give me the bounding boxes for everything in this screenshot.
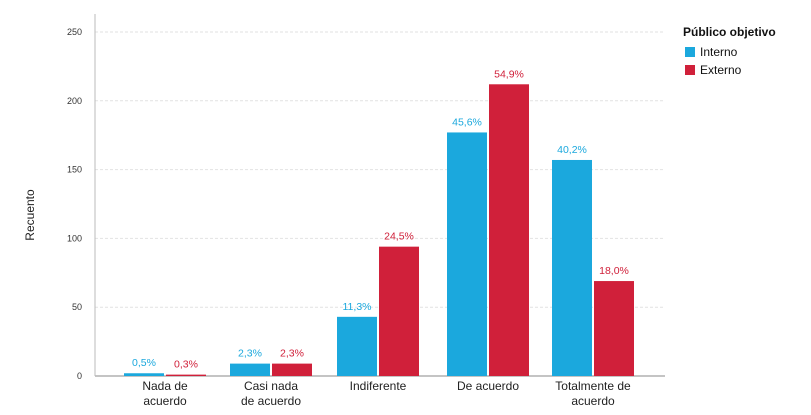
data-label: 18,0% bbox=[599, 265, 629, 277]
data-label: 24,5% bbox=[384, 231, 414, 243]
data-label: 2,3% bbox=[238, 348, 262, 360]
x-category-label: De acuerdo bbox=[457, 379, 519, 393]
y-tick-label: 250 bbox=[67, 27, 82, 37]
y-axis-label: Recuento bbox=[23, 189, 37, 241]
data-label: 40,2% bbox=[557, 144, 587, 156]
bar-interno bbox=[230, 363, 270, 376]
bar-externo bbox=[379, 246, 419, 376]
bar-interno bbox=[337, 316, 377, 376]
legend: Público objetivo Interno Externo bbox=[683, 25, 776, 77]
y-tick-label: 50 bbox=[72, 302, 82, 312]
y-tick-label: 100 bbox=[67, 233, 82, 243]
bar-interno bbox=[552, 159, 592, 376]
legend-label-externo: Externo bbox=[700, 63, 742, 77]
x-category-label: Nada de acuerdo bbox=[142, 379, 188, 408]
x-axis-categories: Nada de acuerdo Casi nada de acuerdo Indifer… bbox=[142, 379, 631, 408]
x-category-label: Totalmente de acuerdo bbox=[555, 379, 631, 408]
data-label: 11,3% bbox=[343, 301, 372, 313]
x-category-label: Indiferente bbox=[350, 379, 407, 393]
y-axis: 0 50 100 150 200 250 bbox=[67, 14, 96, 381]
bar-externo bbox=[594, 281, 634, 376]
bar-externo bbox=[272, 363, 312, 376]
bar-interno bbox=[447, 132, 487, 376]
data-label: 54,9% bbox=[494, 68, 524, 80]
bar-interno bbox=[124, 373, 164, 376]
legend-swatch-interno bbox=[685, 47, 695, 57]
y-tick-label: 200 bbox=[67, 96, 82, 106]
legend-title: Público objetivo bbox=[683, 25, 776, 39]
data-label: 45,6% bbox=[452, 116, 482, 128]
bar-externo bbox=[489, 84, 529, 377]
data-label: 0,5% bbox=[132, 357, 156, 369]
data-labels: 0,5% 2,3% 11,3% 45,6% 40,2% 0,3% 2,3% 24,5% 54,9… bbox=[132, 68, 629, 370]
legend-label-interno: Interno bbox=[700, 45, 738, 59]
y-tick-label: 0 bbox=[77, 371, 82, 381]
bar-externo bbox=[166, 374, 206, 376]
legend-swatch-externo bbox=[685, 65, 695, 75]
data-label: 2,3% bbox=[280, 348, 304, 360]
y-tick-label: 150 bbox=[67, 165, 82, 175]
data-label: 0,3% bbox=[174, 359, 198, 371]
bars bbox=[124, 84, 634, 377]
x-category-label: Casi nada de acuerdo bbox=[241, 379, 301, 408]
